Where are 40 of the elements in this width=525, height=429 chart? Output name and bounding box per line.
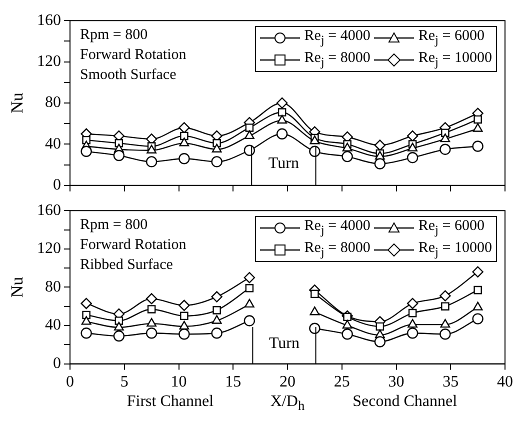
x-tick-label: 10: [170, 374, 187, 391]
legend-label: Re$_{j}$ = 6000: [418, 26, 484, 49]
x-tick-label: 15: [225, 374, 242, 391]
annotation: Ribbed Surface: [80, 256, 174, 275]
y-tick-label: 0: [53, 355, 61, 372]
y-tick-label: 120: [37, 240, 61, 258]
annotation: Forward Rotation: [80, 236, 186, 255]
y-tick-label: 0: [53, 176, 61, 194]
y-tick-label: 120: [37, 53, 61, 70]
annotation: Rpm = 800: [80, 26, 149, 45]
legend-label: Re$_{j}$ = 8000: [304, 48, 370, 71]
y-tick-label: 80: [45, 94, 61, 112]
annotation: Forward Rotation: [80, 46, 186, 65]
x-tick-label: 20: [280, 374, 296, 391]
legend-label: Re$_{j}$ = 4000: [304, 26, 370, 49]
x-tick-label: 40: [497, 374, 513, 391]
y-tick-label: 80: [45, 278, 61, 296]
y-axis-title: Nu: [8, 276, 27, 298]
legend-label: Re$_{j}$ = 8000: [304, 238, 370, 261]
y-tick-label: 40: [45, 316, 61, 334]
annotation: Rpm = 800: [80, 216, 149, 235]
legend-label: Re$_{j}$ = 10000: [418, 48, 492, 71]
y-tick-label: 160: [37, 202, 61, 219]
text: Second Channel: [352, 392, 458, 412]
legend-label: Re$_{j}$ = 6000: [418, 216, 484, 239]
x-tick-label: 30: [388, 374, 404, 391]
x-tick-label: 25: [334, 374, 350, 391]
annotation: Smooth Surface: [80, 66, 178, 85]
x-tick-label: 5: [120, 374, 128, 391]
legend-label: Re$_{j}$ = 4000: [304, 216, 370, 239]
annotation: Turn: [268, 335, 300, 352]
x-tick-label: 0: [66, 374, 74, 391]
x-tick-label: 35: [442, 374, 459, 391]
annotation: Turn: [268, 155, 299, 172]
y-tick-label: 40: [45, 135, 61, 152]
y-axis-title: Nu: [8, 92, 27, 114]
legend-label: Re$_{j}$ = 10000: [418, 238, 492, 261]
text: First Channel: [126, 392, 215, 412]
y-tick-label: 160: [37, 12, 61, 29]
x-axis-title: X/D$_{h}$: [270, 392, 305, 416]
